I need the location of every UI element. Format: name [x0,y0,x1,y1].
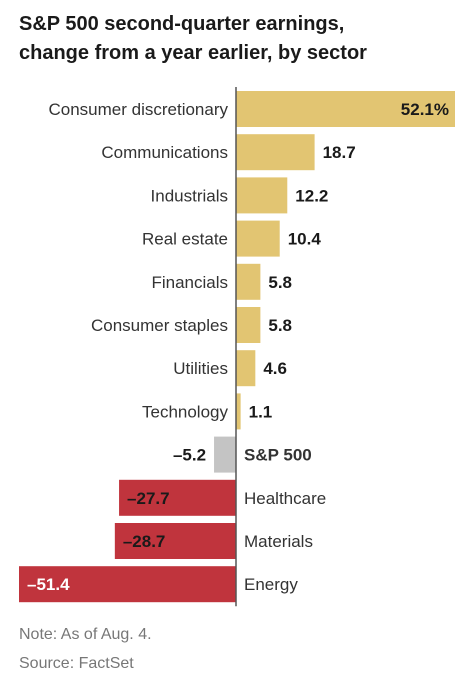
bar-real-estate [236,220,280,257]
footnote: Note: As of Aug. 4. [19,626,152,643]
source-note: Source: FactSet [19,655,134,672]
value-label-materials: –28.7 [123,532,166,551]
category-label-healthcare: Healthcare [244,489,326,508]
chart-title: S&P 500 second-quarter earnings, change … [19,10,459,68]
value-label-communications: 18.7 [323,143,356,162]
category-label-energy: Energy [244,575,298,594]
chart-footer: Note: As of Aug. 4. Source: FactSet [19,620,152,678]
bar-healthcare [119,479,236,516]
bar-utilities [236,350,256,387]
bar-communications [236,134,315,171]
category-label-consumer-discretionary: Consumer discretionary [48,100,228,119]
chart-title-line-2: change from a year earlier, by sector [19,42,367,64]
category-label-technology: Technology [142,402,229,421]
bar-materials [114,523,236,559]
category-label-communications: Communications [101,143,228,162]
bar-financials [236,263,261,300]
value-label-consumer-discretionary: 52.1% [401,100,449,119]
bar-industrials [236,177,288,214]
category-label-materials: Materials [244,532,313,551]
value-label-industrials: 12.2 [295,186,328,205]
bar-sandp-500 [214,436,236,473]
bar-energy [19,566,236,603]
value-label-real-estate: 10.4 [288,230,322,249]
category-label-consumer-staples: Consumer staples [91,316,228,335]
bar-consumer-staples [236,307,261,343]
chart-title-line-1: S&P 500 second-quarter earnings, [19,13,345,35]
category-label-sandp-500: S&P 500 [244,446,312,465]
bar-technology [236,393,241,430]
category-label-utilities: Utilities [173,359,228,378]
value-label-sandp-500: –5.2 [173,446,206,465]
value-label-utilities: 4.6 [263,359,287,378]
value-label-consumer-staples: 5.8 [268,316,292,335]
value-label-healthcare: –27.7 [127,489,170,508]
value-label-technology: 1.1 [249,402,273,421]
category-label-financials: Financials [151,273,228,292]
category-label-real-estate: Real estate [142,230,228,249]
value-label-financials: 5.8 [268,273,292,292]
value-label-energy: –51.4 [27,575,70,594]
bar-consumer-discretionary [236,91,455,127]
category-label-industrials: Industrials [151,186,228,205]
